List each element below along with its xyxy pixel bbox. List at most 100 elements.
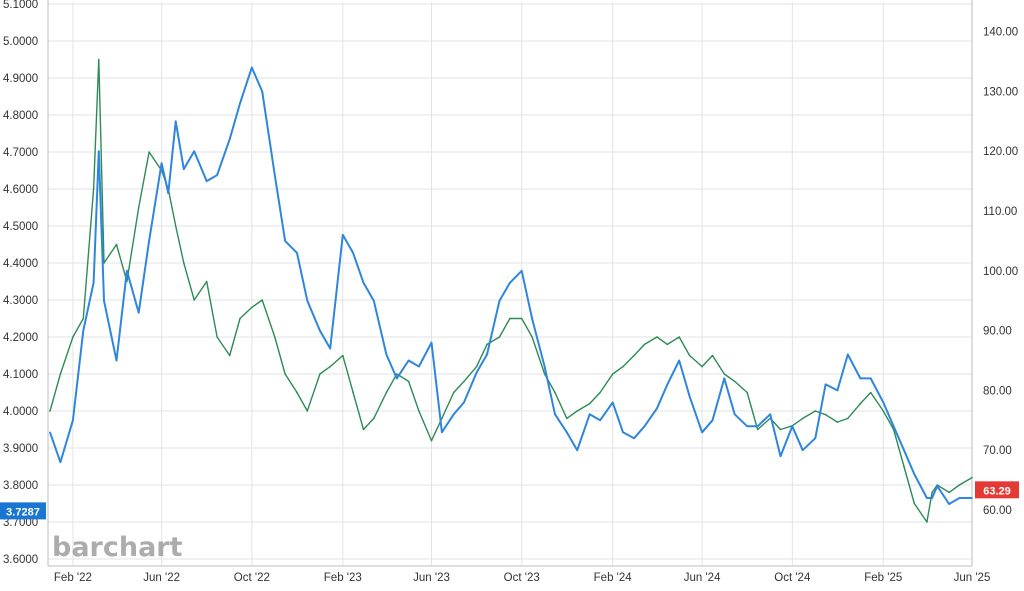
series-left-point xyxy=(92,188,95,190)
series-right-point xyxy=(82,329,85,332)
series-right-point xyxy=(341,234,344,236)
series-right-point xyxy=(49,431,51,434)
y-right-tick-label: 80.00 xyxy=(983,385,1012,397)
series-left-point xyxy=(599,391,601,394)
series-right-point xyxy=(520,270,523,272)
series-right-point xyxy=(385,353,388,356)
series-right-point xyxy=(284,240,286,242)
series-left-point xyxy=(296,391,298,394)
series-right-point xyxy=(193,150,195,152)
series-left-point xyxy=(49,410,51,412)
y-left-tick-label: 3.9000 xyxy=(3,443,38,455)
series-right-point xyxy=(92,281,95,284)
series-right-point xyxy=(882,401,885,404)
series-left-point xyxy=(971,476,973,479)
series-right-point xyxy=(273,174,276,176)
y-right-tick-label: 130.00 xyxy=(983,86,1018,98)
series-right-point xyxy=(971,497,973,499)
series-right-point xyxy=(160,162,163,164)
x-tick-label: Feb '24 xyxy=(594,572,633,584)
series-left-point xyxy=(306,410,309,412)
series-right-point xyxy=(395,377,398,380)
series-right-point xyxy=(769,413,771,416)
series-left-point xyxy=(341,354,344,357)
x-tick-label: Jun '23 xyxy=(413,572,450,584)
series-left-point xyxy=(216,336,218,338)
series-right-point xyxy=(137,311,140,314)
series-left-point xyxy=(148,151,150,153)
series-left-point xyxy=(588,402,591,405)
series-left-point xyxy=(97,58,100,61)
y-right-tick-label: 100.00 xyxy=(983,266,1018,278)
series-right-point xyxy=(859,377,862,380)
series-right-line xyxy=(49,66,972,505)
series-right-point xyxy=(373,299,375,302)
series-right-point xyxy=(936,485,939,487)
series-left-point xyxy=(859,402,862,405)
series-left-point xyxy=(723,373,726,375)
x-tick-label: Feb '22 xyxy=(54,572,92,584)
series-right-point xyxy=(319,329,321,332)
series-right-point xyxy=(543,365,546,368)
x-tick-label: Feb '23 xyxy=(324,572,362,584)
series-left-point xyxy=(319,373,321,375)
series-right-point xyxy=(801,449,804,452)
y-left-tick-label: 4.0000 xyxy=(3,406,38,418)
series-right-point xyxy=(59,461,62,463)
x-tick-label: Jun '24 xyxy=(684,572,721,584)
series-right-point xyxy=(791,425,794,428)
series-left-point xyxy=(373,417,375,420)
series-left-point xyxy=(531,336,533,338)
axes xyxy=(47,0,973,567)
series-left-point xyxy=(801,417,804,420)
series-right-point xyxy=(362,281,365,284)
y-left-tick-label: 4.6000 xyxy=(3,184,38,196)
series-left-point xyxy=(948,491,950,494)
series-left-point xyxy=(441,417,443,420)
series-left-point xyxy=(824,413,827,416)
series-right-point xyxy=(711,419,714,422)
series-left-point xyxy=(903,465,905,468)
barchart-watermark: barchart xyxy=(52,532,183,563)
watermark: barchart xyxy=(52,532,183,563)
y-left-tick-label: 4.5000 xyxy=(3,221,38,233)
series-left-point xyxy=(193,299,195,301)
left-value-badge-label: 3.7287 xyxy=(6,506,40,518)
y-right-tick-label: 90.00 xyxy=(983,326,1012,338)
x-tick-label: Oct '24 xyxy=(774,572,811,584)
series-right-point xyxy=(352,252,354,254)
y-left-tick-label: 4.1000 xyxy=(3,369,38,381)
tick-labels: Feb '22 Jun '22 Oct '22 Feb '23 Jun '23 Oct '… xyxy=(3,0,1018,584)
series-left-point xyxy=(543,373,546,375)
series-right-point xyxy=(430,341,433,344)
x-tick-label: Oct '22 xyxy=(234,572,270,584)
series-left-point xyxy=(228,354,231,357)
y-left-tick-label: 4.4000 xyxy=(3,258,38,270)
series-right-point xyxy=(216,174,218,176)
series-left-point xyxy=(633,354,635,357)
series-right-point xyxy=(452,413,455,416)
series-left-point xyxy=(329,365,332,368)
series-left-point xyxy=(869,391,872,394)
series-left-point xyxy=(576,410,578,412)
series-left-point xyxy=(59,373,62,375)
series-right-point xyxy=(183,168,185,170)
series-right-point xyxy=(486,353,488,356)
series-left-point xyxy=(711,354,714,357)
grid-lines xyxy=(48,2,973,566)
series-left-point xyxy=(205,280,208,283)
series-right-point xyxy=(688,395,691,398)
y-left-tick-label: 4.2000 xyxy=(3,332,38,344)
y-left-tick-label: 3.6000 xyxy=(3,554,38,566)
series-left-point xyxy=(72,336,74,338)
series-right-point xyxy=(239,102,241,105)
series-left-point xyxy=(882,410,885,412)
series-left-point xyxy=(486,343,488,346)
series-right-point xyxy=(611,401,614,404)
y-left-tick-label: 5.1000 xyxy=(3,0,38,11)
series-left-point xyxy=(407,380,410,383)
y-left-tick-label: 5.0000 xyxy=(3,36,38,48)
series-right-point xyxy=(463,401,465,404)
series-right-point xyxy=(678,359,681,362)
series-left-point xyxy=(362,428,365,431)
